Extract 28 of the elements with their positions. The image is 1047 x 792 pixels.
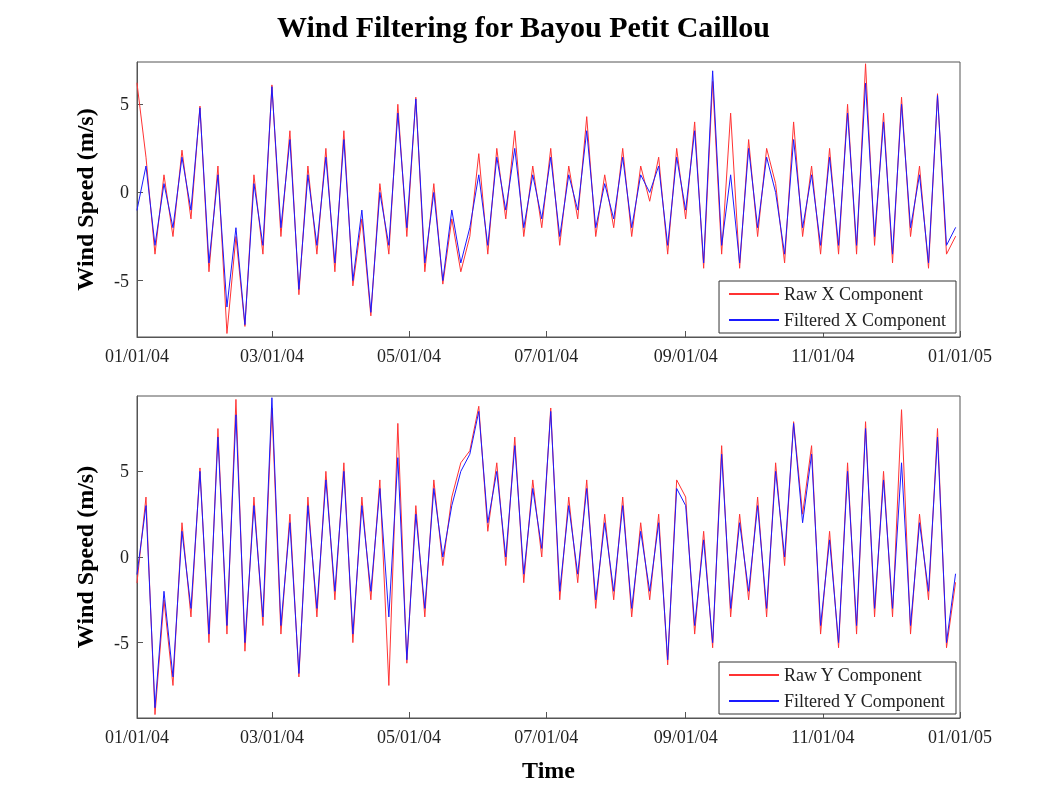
x-axis-title: Time [522,757,576,783]
y-tick-label: 0 [120,182,129,203]
y-axis-title: Wind Speed (m/s) [72,465,98,649]
x-tick-label: 01/01/04 [104,727,170,747]
x-tick-label: 01/01/04 [104,346,170,366]
y-tick-label: -5 [114,270,129,291]
legend-label: Filtered X Component [784,310,946,330]
chart-title: Wind Filtering for Bayou Petit Caillou [276,9,771,43]
x-tick-label: 05/01/04 [377,727,442,747]
x-tick-label: 05/01/04 [377,346,442,366]
legend-label: Raw Y Component [784,665,922,685]
x-tick-label: 01/01/05 [927,727,993,747]
legend-label: Raw X Component [784,284,924,304]
x-tick-label: 09/01/04 [653,346,718,366]
x-tick-label: 11/01/04 [791,346,855,366]
x-tick-label: 07/01/04 [514,346,579,366]
y-axis-title: Wind Speed (m/s) [72,108,98,291]
y-tick-label: 5 [120,94,129,115]
x-tick-label: 01/01/05 [927,346,993,366]
x-tick-label: 03/01/04 [239,346,304,366]
x-tick-label: 11/01/04 [791,727,855,747]
x-tick-label: 03/01/04 [239,727,304,747]
x-tick-label: 09/01/04 [653,727,718,747]
y-tick-label: 0 [120,547,129,567]
x-tick-label: 07/01/04 [514,727,579,747]
y-tick-label: -5 [114,632,129,653]
legend-label: Filtered Y Component [784,691,945,711]
y-tick-label: 5 [120,461,129,482]
